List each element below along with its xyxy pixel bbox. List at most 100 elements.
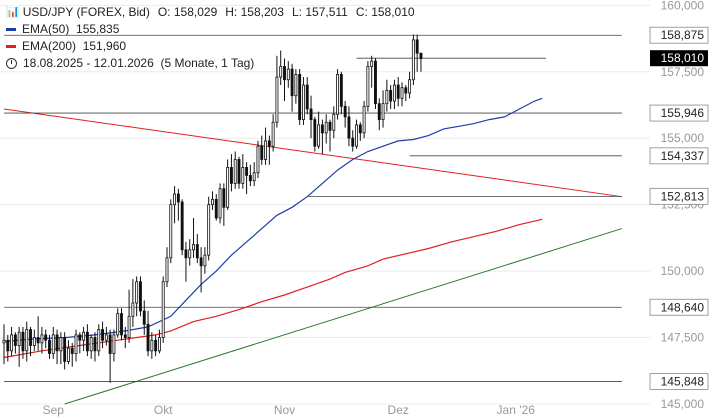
candle [150, 332, 154, 359]
candle-body [415, 39, 419, 54]
legend-range-row: 18.08.2025 - 12.01.2026 (5 Monate, 1 Tag… [6, 55, 415, 72]
y-tick-label: 147,500 [661, 331, 705, 345]
level-tag: 154,337 [649, 147, 709, 165]
candle-body [419, 52, 423, 59]
candle-body [66, 347, 70, 362]
candle [317, 111, 321, 149]
candle-body [154, 339, 158, 352]
candle [226, 159, 230, 210]
level-tag: 145,848 [649, 373, 709, 390]
candle-body [17, 331, 21, 346]
candle [195, 233, 199, 264]
candle [116, 308, 120, 338]
candle-body [290, 68, 294, 97]
candle-body [139, 281, 142, 312]
candle-body [286, 68, 290, 81]
green-trendline [64, 228, 623, 405]
candle [389, 85, 393, 109]
ema200-swatch [6, 45, 16, 48]
candle [184, 241, 188, 282]
candle-body [146, 323, 150, 352]
candle [97, 324, 101, 357]
candle [264, 127, 267, 165]
candle-body [161, 281, 165, 338]
candle-body [294, 74, 298, 97]
candle-body [320, 124, 324, 134]
candle-body [44, 334, 48, 341]
level-tag-label: 158,010 [661, 51, 705, 65]
candle-body [32, 337, 36, 346]
candle [309, 95, 313, 139]
candle-body [2, 339, 6, 344]
y-tick-label: 160,000 [661, 0, 705, 12]
candle-body [21, 331, 25, 352]
candle [411, 34, 415, 86]
candle [188, 239, 192, 266]
level-tag: 158,875 [649, 26, 709, 44]
candle-body [89, 337, 93, 352]
candle [146, 310, 150, 357]
candle [290, 63, 294, 112]
candle-body [135, 281, 139, 304]
candle-body [226, 167, 230, 208]
candle-body [70, 347, 74, 354]
candle [362, 101, 366, 139]
candle [21, 326, 25, 359]
candle-body [82, 331, 86, 341]
candle-body [123, 334, 127, 338]
candle-body [59, 337, 63, 352]
level-tag-label: 152,813 [661, 189, 705, 203]
candle [305, 77, 309, 115]
candle-body [29, 329, 32, 346]
candle-body [355, 124, 358, 147]
candle [313, 116, 317, 152]
candle-body [351, 137, 355, 147]
level-tag-box [649, 104, 709, 122]
ema200-value: 151,960 [82, 39, 127, 53]
candle [36, 316, 40, 351]
ema-lines [3, 97, 543, 359]
candle-body [362, 105, 366, 134]
candle [55, 329, 59, 365]
level-tag: 158,010 [650, 50, 708, 67]
candle [374, 58, 377, 109]
candle [404, 85, 408, 101]
candle [419, 52, 423, 72]
candle-body [279, 66, 283, 78]
candle [271, 114, 275, 152]
candle [415, 34, 419, 72]
candle-body [313, 119, 317, 147]
candle [63, 332, 67, 370]
candle-body [370, 60, 374, 67]
candle [199, 247, 203, 293]
candle-body [157, 337, 161, 352]
candle-body [211, 198, 214, 206]
close-value: 158,010 [371, 5, 415, 19]
candle [176, 188, 180, 221]
candle-body [275, 76, 279, 123]
candle-body [184, 249, 188, 259]
candle-body [267, 140, 271, 147]
candle-body [10, 334, 14, 352]
candle [339, 71, 343, 115]
candle [336, 69, 340, 120]
candle [332, 106, 336, 139]
candle [180, 199, 184, 256]
candle [142, 300, 146, 335]
candle-body [93, 337, 97, 352]
candle [10, 326, 14, 357]
candle [241, 154, 245, 189]
clock-icon [6, 58, 17, 69]
level-tag-box [649, 187, 709, 205]
candle [48, 334, 51, 359]
candle-body [298, 74, 302, 121]
candle [101, 321, 104, 349]
candle [25, 321, 29, 362]
candle [279, 50, 283, 86]
x-tick-label: Sep [43, 403, 65, 417]
level-tag-label: 158,875 [661, 28, 705, 42]
y-tick-label: 150,000 [661, 264, 705, 278]
candle-body [116, 313, 120, 336]
candle [355, 119, 358, 149]
candle [66, 340, 70, 365]
